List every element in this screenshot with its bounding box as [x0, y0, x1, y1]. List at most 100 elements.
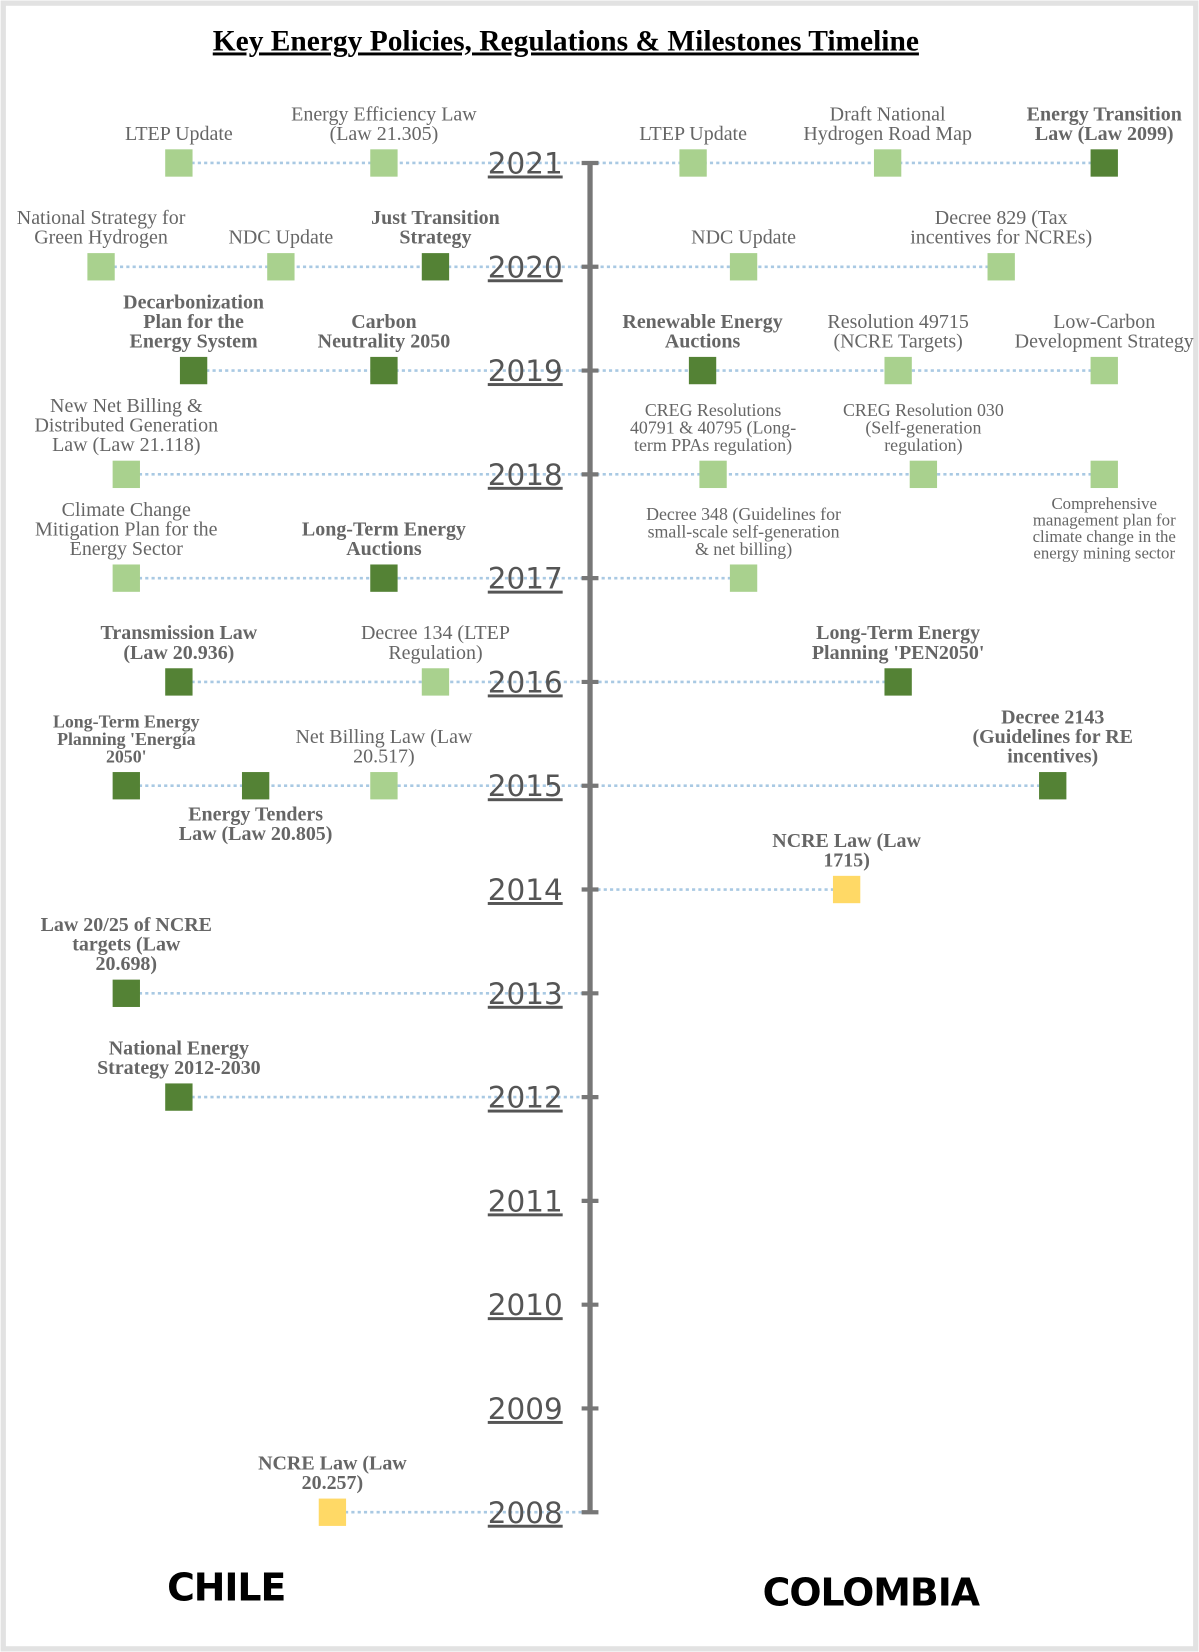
event-label: NDC Update [691, 227, 796, 249]
event-label: 20.517) [353, 746, 415, 768]
event-label: & net billing) [695, 539, 792, 560]
event-marker [165, 149, 193, 177]
event-label: (Self-generation [865, 418, 981, 439]
event-label: Transmission Law [101, 622, 258, 644]
event-marker [87, 253, 115, 281]
event-marker [1090, 149, 1118, 177]
event-marker [832, 875, 861, 904]
event-marker [987, 253, 1015, 281]
event-label: Distributed Generation [35, 415, 219, 437]
event-label: Strategy [399, 227, 471, 249]
event-label: Plan for the [143, 311, 244, 333]
event-label: NCRE Law (Law [772, 830, 921, 852]
event-label: New Net Billing & [50, 395, 203, 417]
event-label: Renewable Energy [622, 311, 782, 333]
event-marker [112, 979, 140, 1007]
event-label: Decree 2143 [1001, 706, 1104, 728]
event-label: Planning 'PEN2050' [812, 642, 985, 664]
event-label: Auctions [346, 538, 422, 560]
event-label: term PPAs regulation) [634, 435, 792, 456]
event-label: Law (Law 2099) [1035, 123, 1174, 145]
event-label: climate change in the [1033, 527, 1176, 546]
event-label: energy mining sector [1033, 544, 1175, 563]
event-label: NCRE Law (Law [258, 1453, 407, 1475]
event-label: Regulation) [388, 642, 482, 664]
event-label: Long-Term Energy [302, 518, 466, 540]
event-label: 20.257) [302, 1472, 364, 1494]
event-label: small-scale self-generation [648, 521, 840, 541]
event-label: CREG Resolutions [645, 400, 781, 420]
event-marker [884, 668, 912, 696]
event-label: 40791 & 40795 (Long- [630, 418, 796, 439]
event-marker [1090, 356, 1118, 385]
event-label: Energy System [130, 330, 258, 352]
event-marker [318, 1498, 347, 1526]
event-label: Energy Tenders [188, 803, 323, 825]
year-label: 2016 [488, 665, 563, 699]
event-label: Auctions [665, 330, 741, 352]
country-label: COLOMBIA [763, 1571, 981, 1615]
event-label: Decree 829 (Tax [935, 207, 1068, 229]
event-label: Energy Transition [1027, 103, 1182, 125]
event-marker [679, 149, 707, 177]
event-label: Comprehensive [1051, 494, 1157, 513]
event-marker [729, 564, 758, 592]
year-label: 2010 [488, 1288, 563, 1322]
event-label: CREG Resolution 030 [843, 400, 1004, 420]
event-label: Long-Term Energy [53, 712, 200, 732]
year-label: 2019 [488, 354, 563, 388]
event-marker [112, 460, 140, 489]
event-label: (Guidelines for RE [972, 726, 1133, 748]
year-label: 2021 [488, 147, 563, 181]
year-label: 2015 [488, 769, 563, 803]
event-marker [370, 356, 398, 385]
event-label: Development Strategy [1015, 330, 1194, 352]
event-label: Energy Efficiency Law [291, 103, 477, 125]
event-label: 2050' [106, 747, 147, 767]
event-marker [884, 356, 912, 385]
event-label: 1715) [823, 849, 870, 871]
event-marker [909, 460, 938, 489]
event-label: National Strategy for [17, 207, 186, 229]
event-label: (Law 21.305) [330, 123, 439, 145]
event-label: LTEP Update [125, 123, 233, 145]
event-label: targets (Law [72, 934, 181, 956]
event-marker [112, 564, 140, 592]
event-label: Mitigation Plan for the [35, 518, 218, 540]
event-label: Long-Term Energy [816, 622, 980, 644]
event-marker [370, 149, 398, 177]
event-marker [179, 356, 208, 385]
event-marker [370, 564, 398, 592]
event-label: Draft National [830, 103, 946, 125]
year-label: 2011 [488, 1184, 563, 1218]
event-marker [165, 668, 193, 696]
event-label: National Energy [109, 1037, 249, 1059]
event-marker [1090, 460, 1118, 489]
event-label: Law 20/25 of NCRE [41, 914, 212, 936]
year-label: 2012 [488, 1081, 563, 1115]
event-label: Decarbonization [123, 291, 264, 313]
event-label: LTEP Update [639, 123, 747, 145]
event-label: Energy Sector [70, 538, 184, 560]
event-marker [112, 772, 140, 800]
event-marker [1039, 772, 1067, 800]
event-label: Law (Law 20.805) [179, 823, 333, 845]
event-label: Neutrality 2050 [318, 330, 451, 352]
event-label: management plan for [1033, 511, 1176, 530]
year-label: 2008 [488, 1496, 563, 1530]
country-label: CHILE [167, 1565, 285, 1609]
event-marker [370, 772, 398, 800]
event-label: incentives) [1007, 746, 1098, 768]
event-label: Law (Law 21.118) [52, 434, 200, 456]
year-label: 2017 [488, 562, 563, 596]
event-label: incentives for NCREs) [910, 227, 1092, 249]
event-label: NDC Update [228, 227, 333, 249]
event-label: regulation) [884, 435, 962, 456]
event-label: Net Billing Law (Law [295, 726, 472, 748]
event-label: Carbon [351, 311, 416, 333]
event-label: Decree 348 (Guidelines for [646, 504, 841, 525]
year-label: 2009 [488, 1392, 563, 1426]
year-label: 2018 [488, 458, 563, 492]
event-label: 20.698) [96, 953, 158, 975]
